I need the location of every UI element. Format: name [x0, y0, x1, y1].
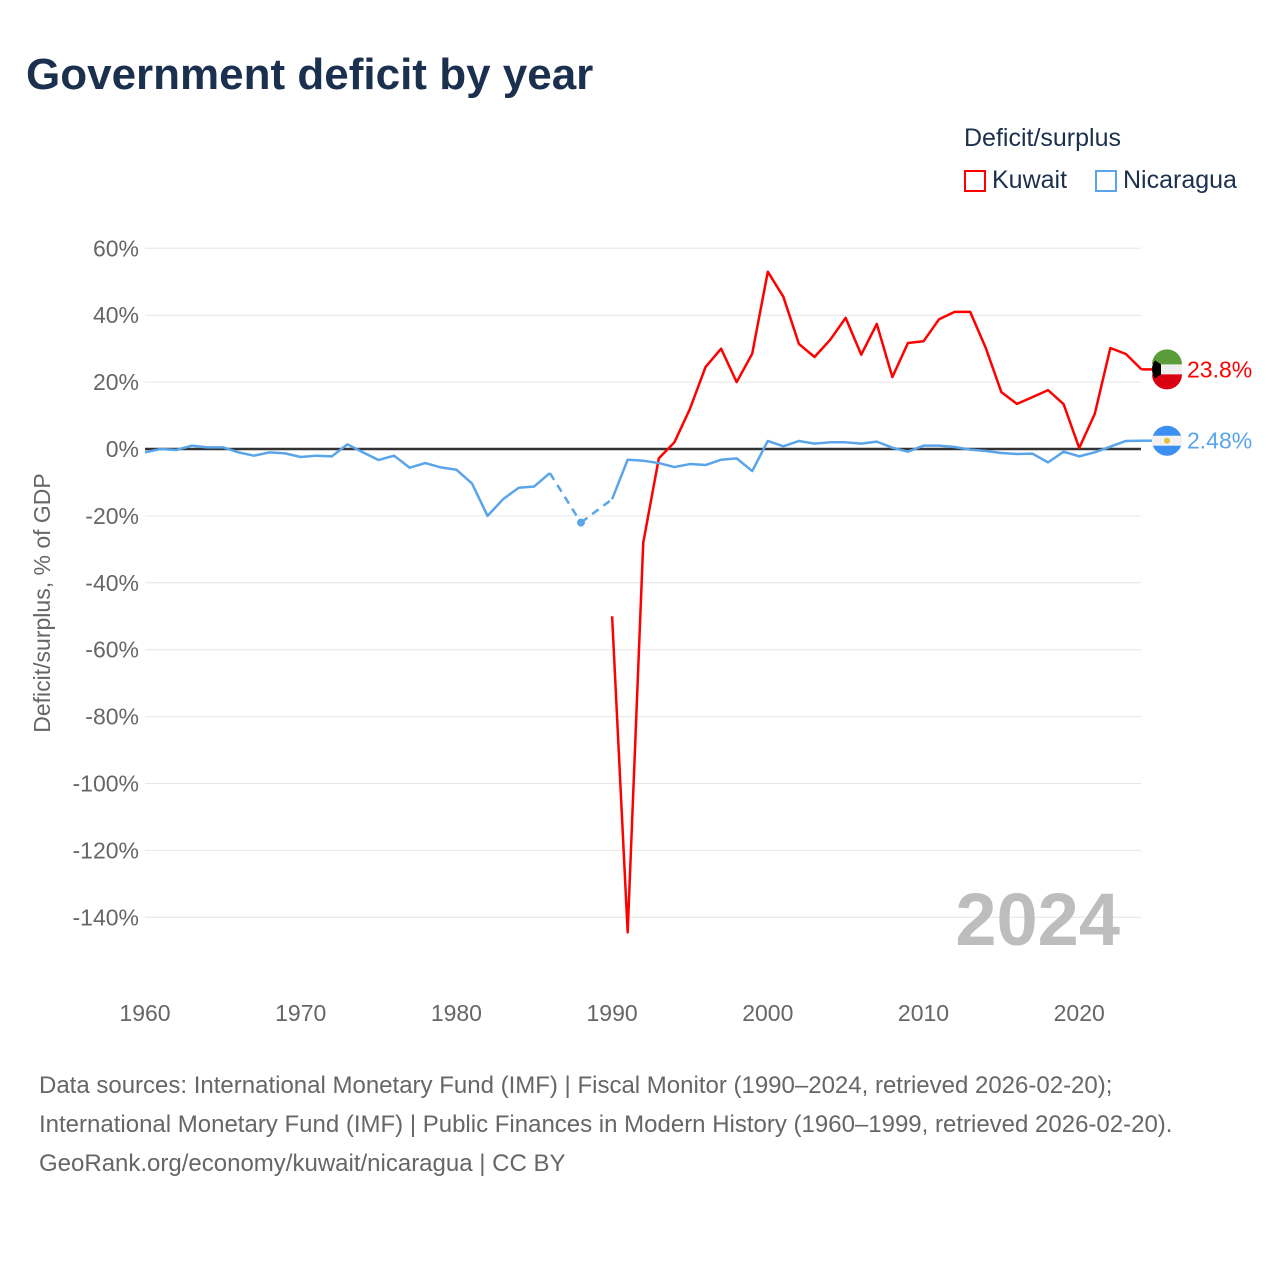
- x-tick-label: 1990: [587, 1000, 638, 1026]
- x-tick-label: 2020: [1054, 1000, 1105, 1026]
- end-value-label: 23.8%: [1187, 356, 1252, 382]
- chart-title: Government deficit by year: [26, 50, 594, 99]
- x-tick-label: 1960: [119, 1000, 170, 1026]
- plot-area: 60% 40% 20% 0% -20% -40% -60% -80% -100% -120% -14…: [29, 235, 1252, 1026]
- data-sources: Data sources: International Monetary Fun…: [39, 1072, 1173, 1138]
- y-tick-label: -100%: [73, 771, 139, 797]
- y-axis-label: Deficit/surplus, % of GDP: [29, 473, 55, 732]
- y-tick-label: -120%: [73, 837, 139, 863]
- end-value-label: 2.48%: [1187, 428, 1252, 454]
- year-label: 2024: [955, 878, 1120, 961]
- flag-stripe: [1152, 374, 1182, 390]
- legend-title: Deficit/surplus: [964, 124, 1121, 152]
- flag-stripe: [1152, 360, 1161, 379]
- footer: Data sources: International Monetary Fun…: [39, 1066, 1239, 1183]
- y-tick-label: 0%: [106, 436, 139, 462]
- flag-emblem: [1164, 437, 1170, 444]
- y-tick-label: -20%: [85, 503, 139, 529]
- x-tick-label: 1980: [431, 1000, 482, 1026]
- credit-link[interactable]: GeoRank.org/economy/kuwait/nicaragua | C…: [39, 1150, 566, 1177]
- x-tick-label: 2010: [898, 1000, 949, 1026]
- legend-swatch: [1095, 169, 1117, 192]
- series-line-kuwait: [610, 270, 1143, 934]
- legend-label: Kuwait: [992, 166, 1068, 194]
- legend-item-nicaragua[interactable]: Nicaragua: [1095, 166, 1237, 195]
- y-tick-label: 20%: [93, 369, 139, 395]
- flag-stripe: [1152, 349, 1182, 365]
- y-tick-label: 40%: [93, 302, 139, 328]
- x-tick-label: 2000: [742, 1000, 793, 1026]
- y-tick-label: -40%: [85, 570, 139, 596]
- gap-segment: [548, 472, 583, 524]
- y-tick-label: -60%: [85, 637, 139, 663]
- legend-item-kuwait[interactable]: Kuwait: [964, 166, 1067, 195]
- gap-segment: [580, 498, 613, 524]
- legend-label: Nicaragua: [1123, 166, 1237, 194]
- y-tick-label: -140%: [73, 904, 139, 930]
- x-tick-label: 1970: [275, 1000, 326, 1026]
- series-line-nicaragua: [144, 439, 1142, 518]
- y-tick-label: -80%: [85, 704, 139, 730]
- legend-swatch: [964, 169, 986, 192]
- y-tick-label: 60%: [93, 235, 139, 261]
